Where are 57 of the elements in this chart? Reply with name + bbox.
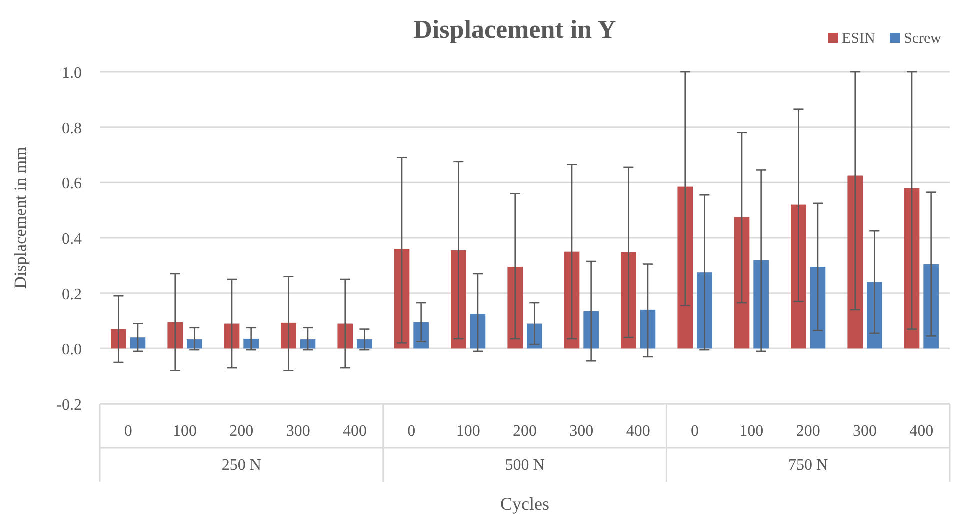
- y-tick-label: -0.2: [56, 397, 82, 414]
- bar: [678, 186, 693, 349]
- x-tick-label: 100: [456, 423, 480, 440]
- bar: [451, 250, 466, 349]
- bar: [187, 340, 202, 349]
- text: 250 N: [222, 457, 262, 474]
- y-tick-label: 0.8: [62, 120, 82, 138]
- y-tick-label: 1.0: [62, 65, 82, 82]
- bar: [300, 340, 316, 349]
- text: 500 N: [505, 457, 546, 474]
- x-tick-label: 0: [408, 423, 416, 440]
- y-tick-label: 0.6: [62, 176, 82, 193]
- y-tick-label: 0.0: [62, 342, 82, 359]
- text: 750 N: [788, 457, 829, 474]
- x-tick-label: 100: [173, 423, 197, 440]
- bar: [394, 249, 410, 349]
- x-tick-label: 400: [343, 423, 367, 440]
- bar: [734, 217, 750, 349]
- bar: [470, 314, 486, 349]
- x-tick-label: 0: [124, 423, 132, 440]
- x-axis-title: Cycles: [500, 494, 550, 514]
- bar: [697, 272, 712, 349]
- bar: [168, 322, 183, 349]
- x-tick-label: 400: [910, 423, 934, 440]
- bar: [867, 282, 882, 349]
- x-tick-label: 200: [796, 423, 820, 440]
- y-tick-label: 0.4: [62, 231, 82, 248]
- bar: [357, 340, 372, 349]
- bar: [791, 204, 806, 349]
- x-tick-label: 300: [286, 423, 310, 440]
- bar: [754, 260, 769, 349]
- x-tick-label: 300: [853, 423, 877, 440]
- x-tick-label: 400: [626, 423, 650, 440]
- bar: [130, 338, 146, 349]
- x-tick-label: 200: [230, 423, 254, 440]
- x-tick-label: 0: [691, 423, 699, 440]
- bar: [338, 324, 353, 349]
- bar: [924, 264, 939, 349]
- bar: [564, 252, 580, 349]
- bar: [244, 338, 259, 349]
- bar: [527, 324, 542, 349]
- chart-title: Displacement in Y: [414, 15, 617, 44]
- bar: [810, 267, 826, 349]
- bar: [281, 322, 296, 349]
- x-tick-label: 300: [570, 423, 594, 440]
- bar: [584, 311, 599, 349]
- bar: [111, 329, 126, 349]
- legend-label: Screw: [904, 31, 942, 47]
- x-tick-label: 200: [513, 423, 537, 440]
- bar: [848, 176, 863, 349]
- bar: [640, 310, 656, 349]
- x-tick-label: 100: [740, 423, 764, 440]
- bar: [904, 188, 920, 349]
- y-axis-title: Displacement in mm: [11, 147, 30, 289]
- y-tick-label: 0.2: [62, 286, 82, 304]
- legend-label: ESIN: [842, 31, 876, 47]
- bar: [224, 324, 240, 349]
